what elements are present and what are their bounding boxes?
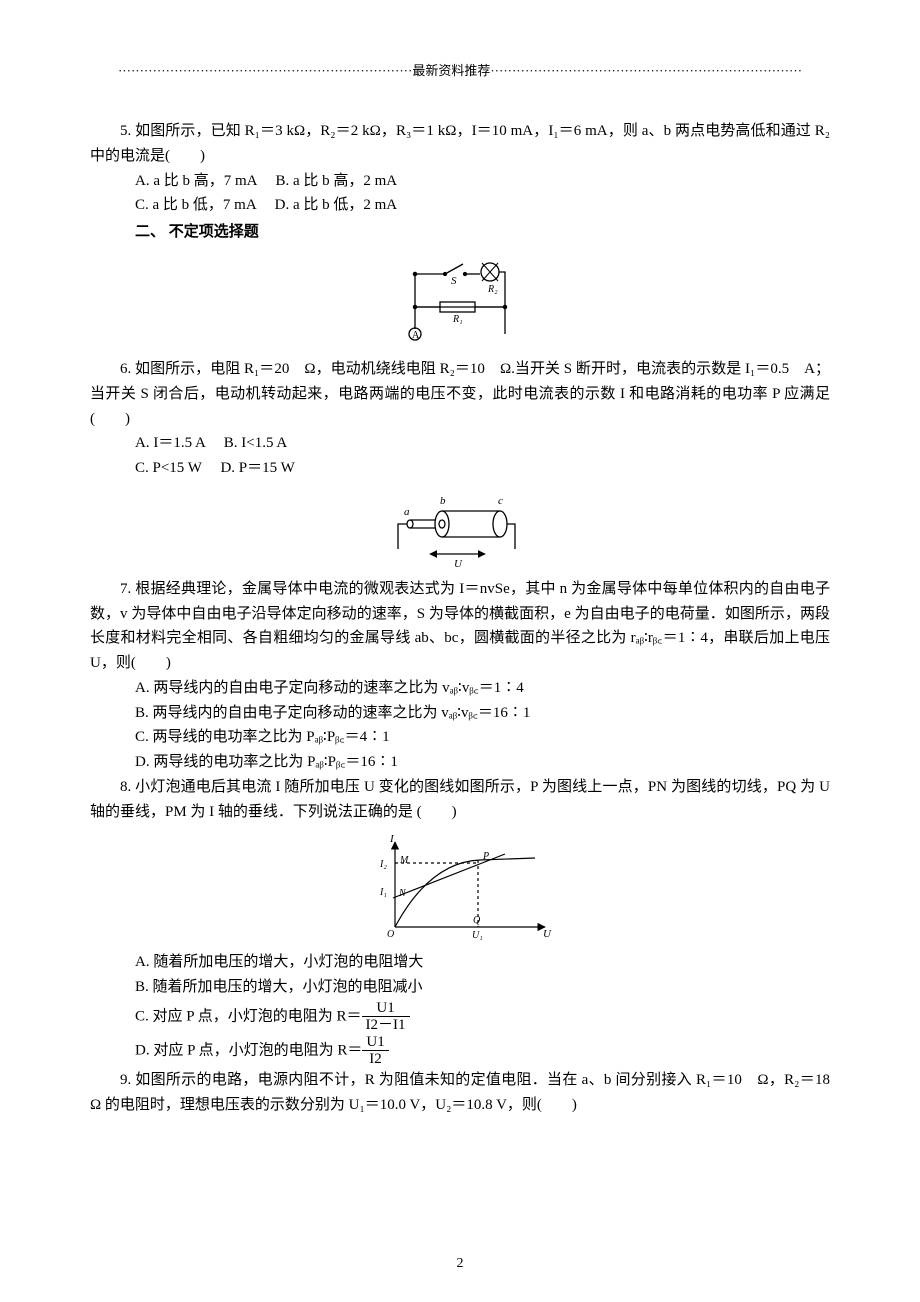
q6-fig-S: S — [451, 275, 457, 287]
q7-optD: D. 两导线的电功率之比为 Pₐᵦ∶Pᵦ꜀＝16∶1 — [90, 750, 830, 775]
q8-fig-U1: U₁ — [472, 930, 483, 941]
q8-fig-O: O — [387, 929, 394, 940]
section-ii-title: 二、 不定项选择题 — [90, 220, 830, 241]
q8-fig-I2: I₂ — [379, 859, 387, 870]
q8-fig-P: P — [482, 851, 489, 862]
q8-optD-row: D. 对应 P 点，小灯泡的电阻为 R＝U1I2 — [90, 1034, 830, 1068]
q8-fig-I1: I₁ — [379, 887, 387, 898]
q8-figure: I I₂ M I₁ N P Q O U₁ U — [360, 832, 560, 942]
q6-options-row1: A. I＝1.5 A B. I<1.5 A — [90, 431, 830, 456]
q5-options-row1: A. a 比 b 高，7 mA B. a 比 b 高，2 mA — [90, 169, 830, 194]
q8-optD-num: U1 — [362, 1034, 388, 1052]
q8-optD-frac: U1I2 — [362, 1034, 388, 1068]
q8-optC-frac: U1I2－I1 — [362, 1000, 410, 1034]
q5-stem: 5. 如图所示，已知 R₁＝3 kΩ，R₂＝2 kΩ，R₃＝1 kΩ，I＝10 … — [90, 119, 830, 169]
q8-optA: A. 随着所加电压的增大，小灯泡的电阻增大 — [90, 950, 830, 975]
q6-figure: S R₂ R₁ A — [385, 249, 535, 349]
q5-options-row2: C. a 比 b 低，7 mA D. a 比 b 低，2 mA — [90, 193, 830, 218]
q8-optC-row: C. 对应 P 点，小灯泡的电阻为 R＝U1I2－I1 — [90, 1000, 830, 1034]
q5-optC: C. a 比 b 低，7 mA — [135, 197, 256, 213]
q6-optC: C. P<15 W — [135, 460, 202, 476]
q6-fig-R2: R₂ — [487, 284, 498, 295]
q6-options-row2: C. P<15 W D. P＝15 W — [90, 456, 830, 481]
q8-fig-M: M — [399, 855, 409, 866]
q7-stem: 7. 根据经典理论，金属导体中电流的微观表达式为 I＝nvSe，其中 n 为金属… — [90, 577, 830, 676]
q8-fig-Q: Q — [473, 915, 481, 926]
q6-stem: 6. 如图所示，电阻 R₁＝20 Ω，电动机绕线电阻 R₂＝10 Ω.当开关 S… — [90, 357, 830, 431]
q6-fig-A: A — [412, 330, 420, 341]
q7-optB: B. 两导线内的自由电子定向移动的速率之比为 vₐᵦ∶vᵦ꜀＝16∶1 — [90, 701, 830, 726]
q6-optD: D. P＝15 W — [220, 460, 294, 476]
page-number: 2 — [0, 1256, 920, 1272]
q8-optD-den: I2 — [362, 1051, 388, 1068]
q5-optD: D. a 比 b 低，2 mA — [275, 197, 398, 213]
q9-stem: 9. 如图所示的电路，电源内阻不计，R 为阻值未知的定值电阻．当在 a、b 间分… — [90, 1068, 830, 1118]
q6-optA: A. I＝1.5 A — [135, 435, 205, 451]
q8-optC-den: I2－I1 — [362, 1017, 410, 1034]
q6-optB: B. I<1.5 A — [224, 435, 287, 451]
q8-stem: 8. 小灯泡通电后其电流 I 随所加电压 U 变化的图线如图所示，P 为图线上一… — [90, 775, 830, 825]
q5-optB: B. a 比 b 高，2 mA — [275, 173, 397, 189]
q7-fig-c: c — [498, 495, 503, 507]
q8-optC-num: U1 — [362, 1000, 410, 1018]
q6-fig-R1: R₁ — [452, 314, 463, 325]
q8-fig-N: N — [398, 888, 407, 899]
q8-fig-U: U — [543, 928, 552, 940]
q7-fig-U: U — [454, 558, 463, 569]
q8-optC-pre: C. 对应 P 点，小灯泡的电阻为 R＝ — [135, 1008, 362, 1024]
q7-fig-b: b — [440, 495, 446, 507]
q8-optB: B. 随着所加电压的增大，小灯泡的电阻减小 — [90, 975, 830, 1000]
q7-fig-a: a — [404, 506, 410, 518]
q7-figure: a b c U — [380, 489, 540, 569]
q7-optC: C. 两导线的电功率之比为 Pₐᵦ∶Pᵦ꜀＝4∶1 — [90, 725, 830, 750]
q8-fig-Iaxis: I — [389, 833, 395, 845]
header-banner: ········································… — [90, 60, 830, 79]
q5-optA: A. a 比 b 高，7 mA — [135, 173, 257, 189]
q7-optA: A. 两导线内的自由电子定向移动的速率之比为 vₐᵦ∶vᵦ꜀＝1∶4 — [90, 676, 830, 701]
q8-optD-pre: D. 对应 P 点，小灯泡的电阻为 R＝ — [135, 1042, 362, 1058]
